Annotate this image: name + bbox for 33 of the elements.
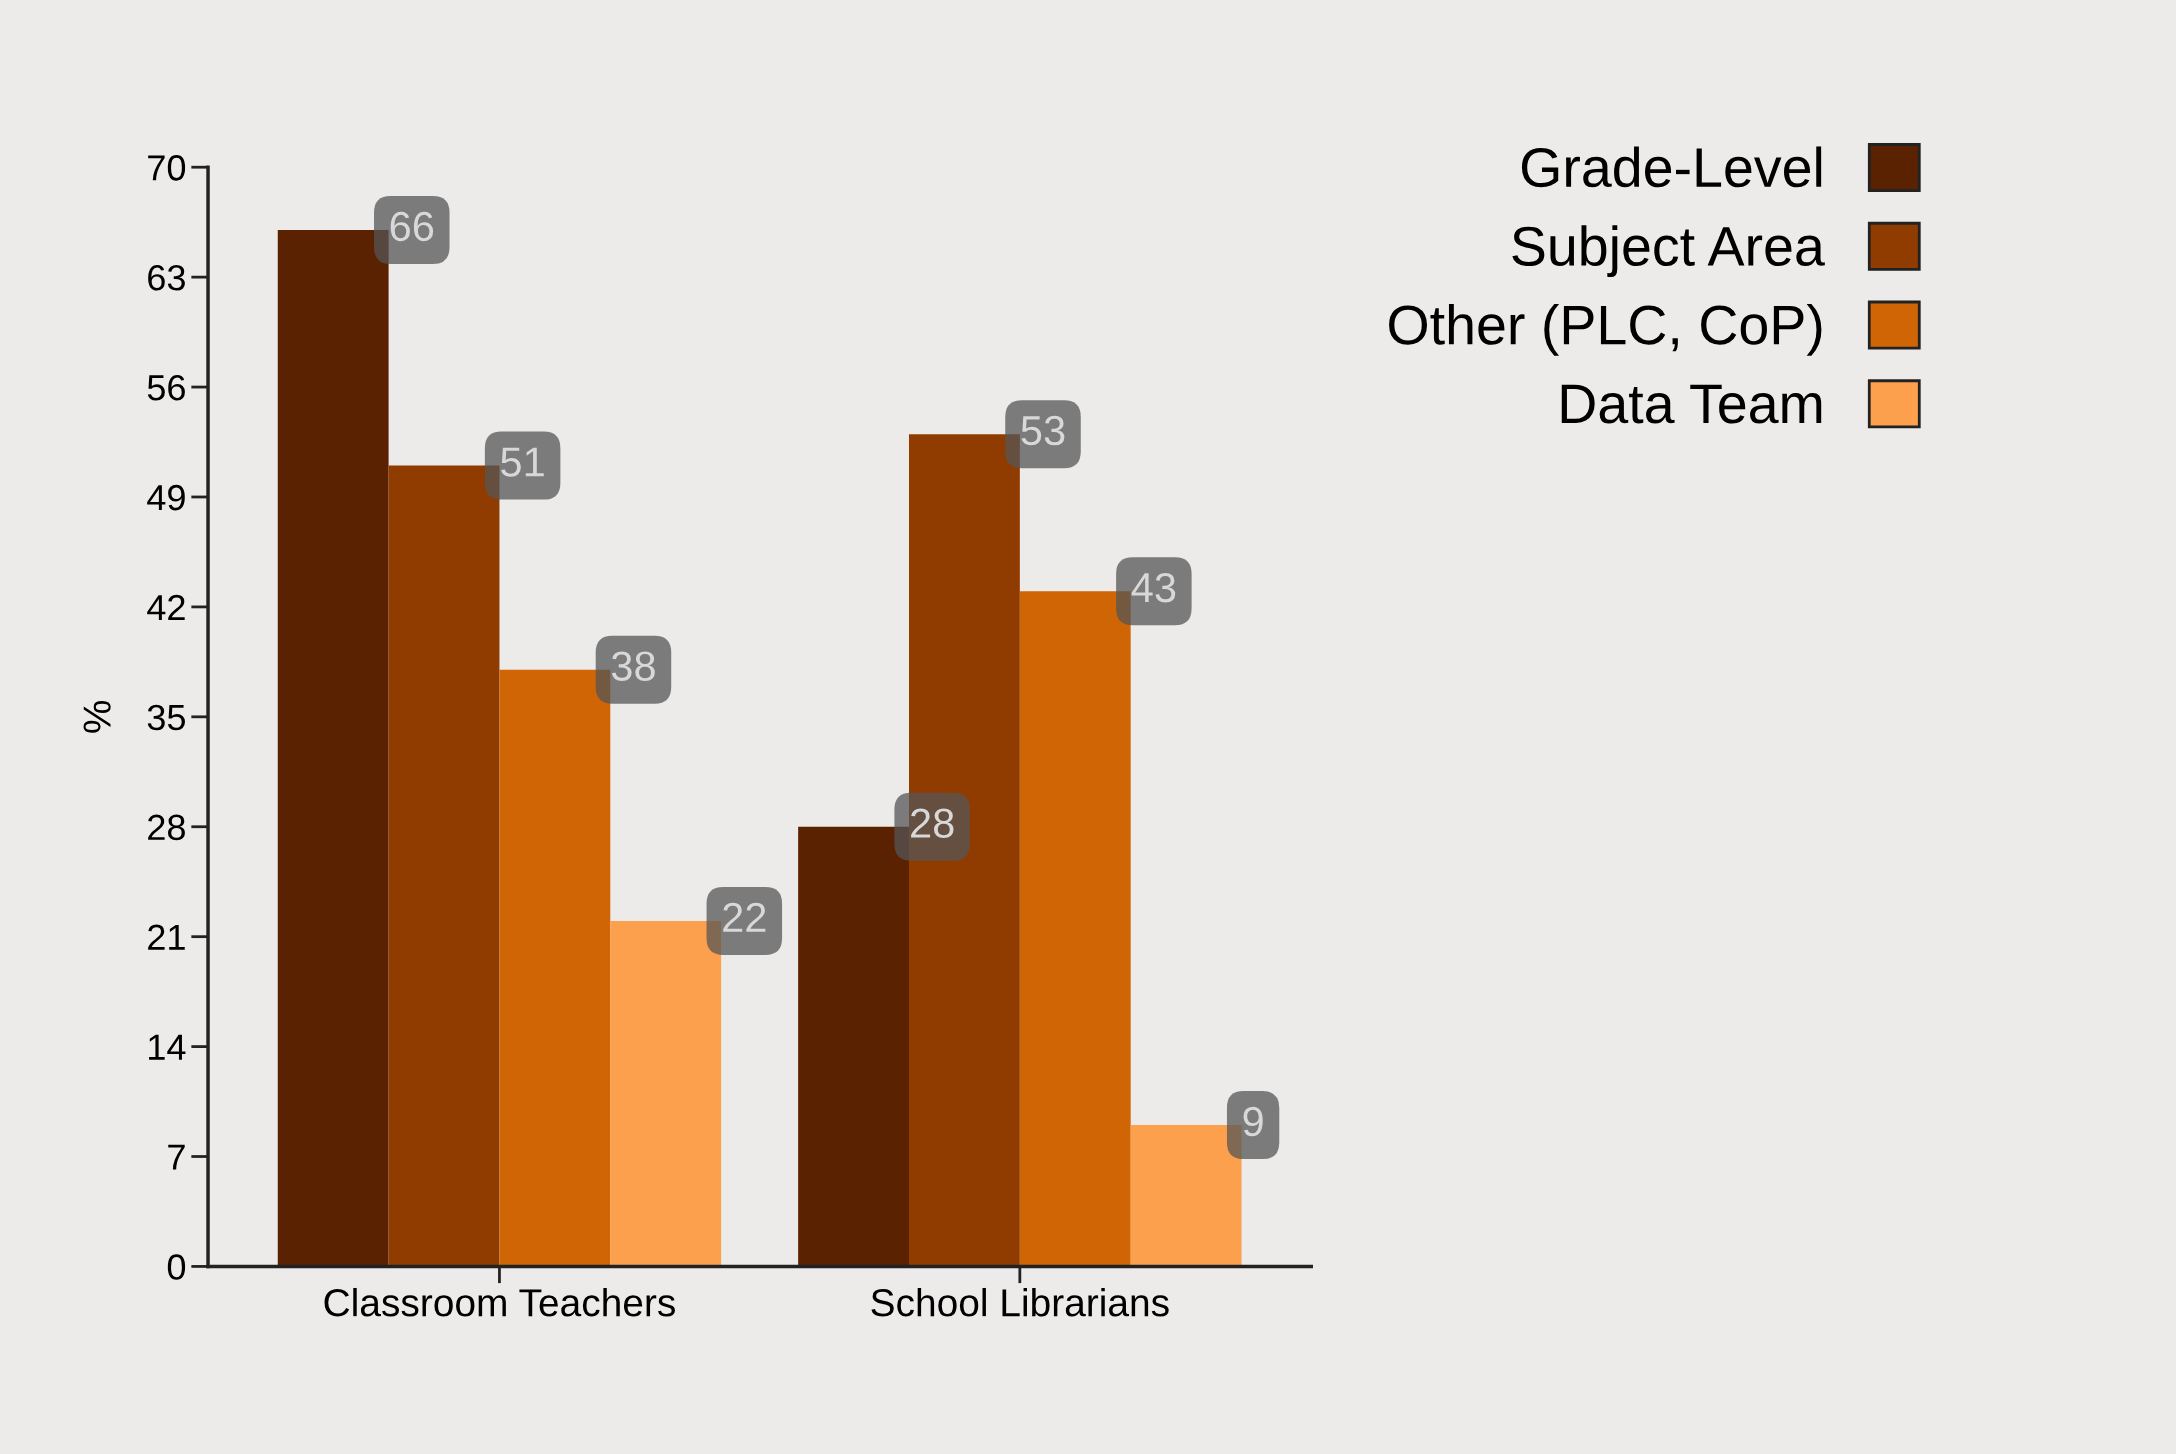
bar [798, 826, 909, 1267]
data-label: 43 [1131, 572, 1176, 603]
bar [1130, 1125, 1242, 1267]
y-tick-label: 70 [148, 155, 186, 181]
legend-label: Other (PLC, CoP) [1389, 303, 1822, 356]
y-tick-label: 21 [148, 924, 185, 950]
bar [388, 465, 500, 1267]
y-tick-label: 42 [147, 594, 185, 620]
data-label: 38 [611, 651, 655, 681]
data-label: 9 [1243, 1106, 1263, 1137]
data-label: 22 [723, 902, 766, 932]
x-tick-label: School Librarians [871, 1287, 1169, 1317]
data-label: 28 [911, 808, 954, 838]
y-axis-title: % [83, 700, 111, 733]
y-tick-label: 35 [147, 704, 185, 731]
legend-label: Data Team [1561, 384, 1822, 424]
bar [499, 669, 611, 1267]
data-label: 66 [390, 211, 434, 242]
y-tick-label: 7 [168, 1144, 185, 1170]
legend-label: Grade-Level [1521, 146, 1822, 188]
x-tick-label: Classroom Teachers [324, 1287, 675, 1317]
y-tick-label: 28 [148, 814, 185, 841]
data-label: 51 [501, 447, 544, 477]
y-tick-label: 49 [147, 484, 185, 511]
bar [1019, 591, 1131, 1267]
legend-label: Subject Area [1512, 225, 1825, 278]
y-tick-label: 14 [149, 1034, 186, 1060]
bar [610, 920, 722, 1267]
bar [277, 230, 389, 1267]
y-tick-label: 56 [147, 374, 185, 401]
y-tick-label: 0 [167, 1254, 186, 1280]
y-tick-label: 63 [148, 265, 185, 291]
data-label: 53 [1021, 415, 1065, 446]
